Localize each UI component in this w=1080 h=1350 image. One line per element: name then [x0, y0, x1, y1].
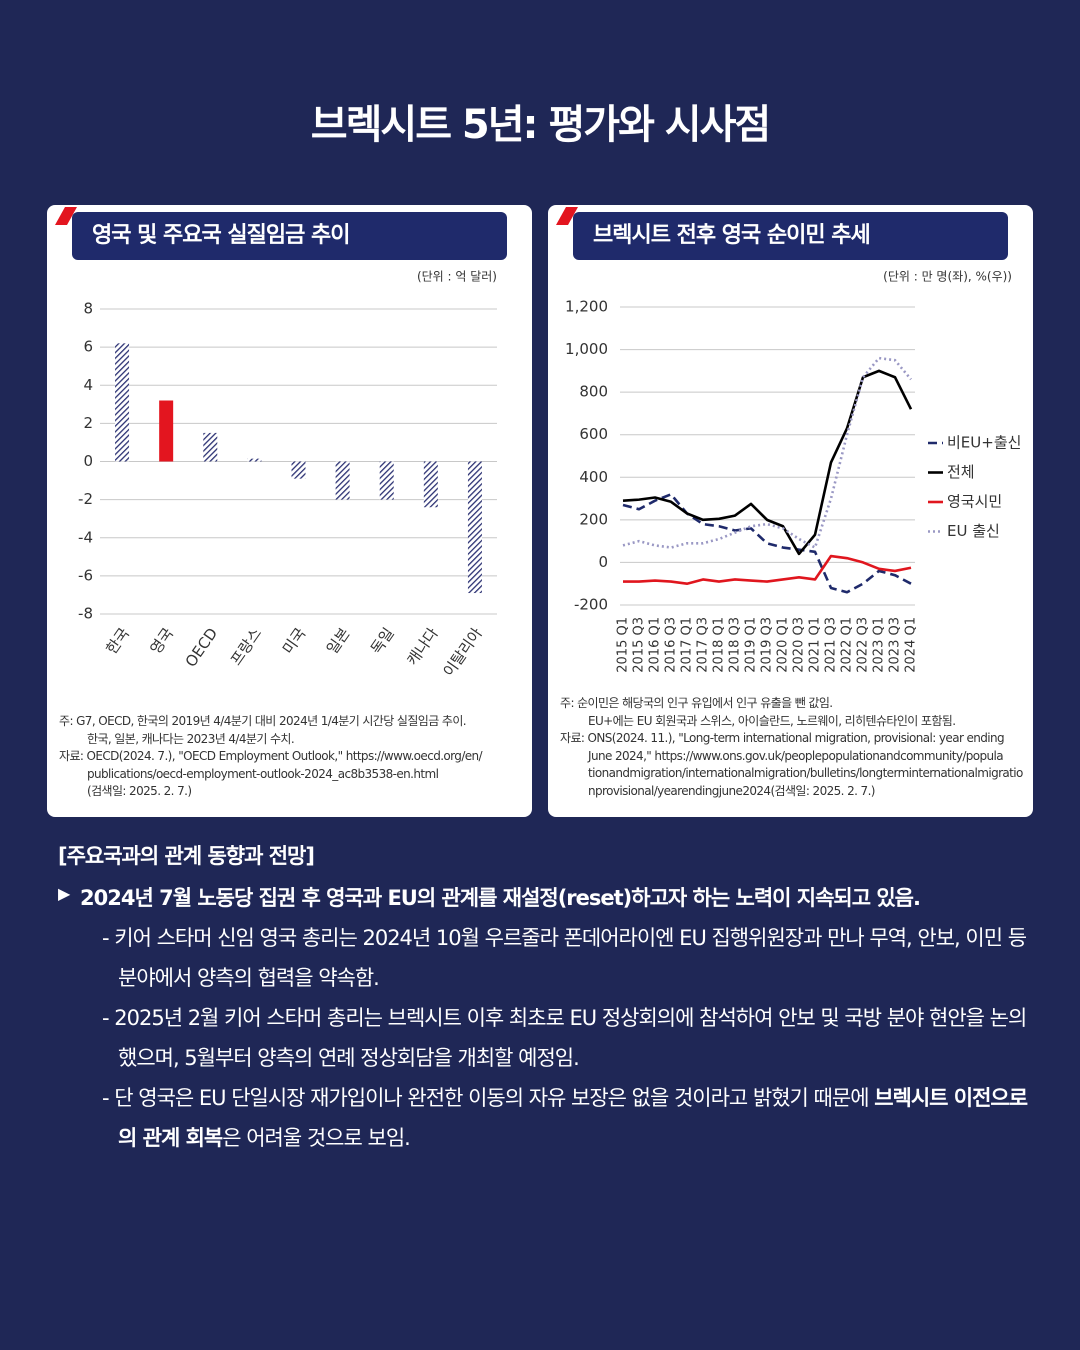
chart-header: [72, 212, 507, 260]
x-tick-label: 이탈리아: [439, 624, 486, 680]
note-line: EU+에는 EU 회원국과 스위스, 아이슬란드, 노르웨이, 리히텐슈타인이 …: [588, 713, 956, 728]
note-line: (검색일: 2025. 2. 7.): [87, 784, 192, 798]
page-title: 브렉시트 5년: 평가와 시사점: [310, 102, 771, 148]
bar: [115, 343, 130, 462]
y-tick-label: -6: [78, 566, 93, 584]
y-tick-label: -4: [78, 528, 93, 546]
bar: [379, 461, 394, 500]
bar: [467, 461, 482, 594]
chart-header: [573, 212, 1008, 260]
x-tick-label: 영국: [147, 624, 178, 657]
chart-title: 브렉시트 전후 영국 순이민 추세: [593, 223, 870, 248]
note-line: 한국, 일본, 캐나다는 2023년 4/4분기 수치.: [87, 731, 295, 746]
x-tick-label: 2015 Q3: [632, 617, 647, 673]
text-section: [주요국과의 관계 동향과 전망] 2024년 7월 노동당 집권 후 영국과 …: [58, 840, 1043, 1158]
text: - 키어 스타머 신임 영국 총리는 2024년 10월 우르줄라 폰데어라이엔…: [102, 926, 1027, 990]
unit-label: (단위 : 만 명(좌), %(우)): [883, 270, 1012, 284]
y-tick-label: 6: [83, 338, 93, 356]
legend-label: 비EU+출신: [947, 434, 1021, 452]
legend-label: EU 출신: [947, 522, 1000, 540]
bullet: 2024년 7월 노동당 집권 후 영국과 EU의 관계를 재설정(reset)…: [58, 882, 1043, 912]
y-tick-label: 600: [579, 425, 608, 443]
bar: [291, 461, 306, 479]
y-tick-label: -2: [78, 490, 93, 508]
legend-label: 영국시민: [947, 493, 1002, 511]
emphasis: 브렉시트 이전으로의 관계 회복: [118, 1086, 1028, 1150]
x-tick-label: OECD: [182, 625, 222, 671]
chart: 브렉시트 전후 영국 순이민 추세 (단위 : 만 명(좌), %(우)) -2…: [556, 207, 1021, 673]
x-tick-label: 일본: [323, 625, 354, 658]
y-tick-label: -8: [78, 605, 93, 623]
chart: 영국 및 주요국 실질임금 추이 (단위 : 억 달러) -8 -6 -4 -2 0 2 4…: [55, 207, 507, 680]
y-tick-label: 200: [579, 510, 608, 528]
note-line: 자료: ONS(2024. 11.), "Long-term internati…: [560, 731, 1005, 745]
x-tick-label: 2022 Q1: [840, 617, 855, 673]
text: - 단 영국은 EU 단일시장 재가입이나 완전한 이동의 자유 보장은 없을 …: [102, 1086, 875, 1110]
bar: [247, 458, 262, 462]
x-tick-label: 2021 Q1: [808, 617, 823, 673]
y-tick-label: 8: [83, 300, 93, 318]
x-tick-label: 2018 Q3: [728, 617, 743, 673]
chart-title: 영국 및 주요국 실질임금 추이: [92, 223, 350, 248]
chart-panel: 영국 및 주요국 실질임금 추이 (단위 : 억 달러) -8 -6 -4 -2 0 2 4…: [47, 205, 532, 817]
x-tick-label: 2018 Q1: [712, 617, 727, 673]
bar: [335, 461, 350, 500]
y-tick-label: 0: [83, 452, 93, 470]
series-line: [622, 493, 912, 594]
note-line: tionandmigration/internationalmigration/…: [588, 766, 1023, 780]
x-tick-label: 2017 Q1: [680, 617, 695, 673]
y-tick-label: 4: [83, 376, 93, 394]
x-tick-label: 2020 Q3: [792, 617, 807, 673]
y-tick-label: 0: [598, 553, 608, 571]
x-tick-label: 2017 Q3: [696, 617, 711, 673]
note-line: June 2024," https://www.ons.gov.uk/peopl…: [588, 748, 1004, 763]
y-tick-label: 2: [83, 414, 93, 432]
x-tick-label: 2020 Q1: [776, 617, 791, 673]
x-tick-label: 2021 Q3: [824, 617, 839, 673]
note-line: 주: 순이민은 해당국의 인구 유입에서 인구 유출을 뺀 값임.: [560, 696, 833, 710]
x-tick-label: 프랑스: [227, 624, 266, 668]
x-tick-label: 2016 Q1: [648, 617, 663, 673]
sub-item: - 단 영국은 EU 단일시장 재가입이나 완전한 이동의 자유 보장은 없을 …: [80, 1078, 1043, 1158]
x-tick-label: 2015 Q1: [616, 617, 631, 673]
legend-label: 전체: [947, 463, 975, 481]
y-tick-label: -200: [574, 596, 608, 614]
y-tick-label: 1,000: [565, 340, 608, 358]
sub-item: - 키어 스타머 신임 영국 총리는 2024년 10월 우르줄라 폰데어라이엔…: [80, 918, 1043, 998]
x-tick-label: 한국: [102, 624, 133, 657]
x-tick-label: 2019 Q1: [744, 617, 759, 673]
text: 은 어려울 것으로 보임.: [222, 1126, 411, 1150]
series-line: [622, 369, 913, 556]
unit-label: (단위 : 억 달러): [417, 270, 497, 284]
x-tick-label: 2022 Q3: [856, 617, 871, 673]
x-tick-label: 2016 Q3: [664, 617, 679, 673]
chart-panel: 브렉시트 전후 영국 순이민 추세 (단위 : 만 명(좌), %(우)) -2…: [548, 205, 1033, 817]
x-tick-label: 2024 Q1: [904, 617, 919, 673]
chart-notes: 주: G7, OECD, 한국의 2019년 4/4분기 대비 2024년 1/…: [59, 713, 483, 801]
x-tick-label: 2023 Q1: [872, 617, 887, 673]
bar: [203, 432, 218, 462]
y-tick-label: 800: [579, 383, 608, 401]
series-line: [623, 554, 912, 586]
bar: [423, 461, 438, 508]
x-tick-label: 2019 Q3: [760, 617, 775, 673]
text: - 2025년 2월 키어 스타머 총리는 브렉시트 이후 최초로 EU 정상회…: [102, 1006, 1027, 1070]
chart-notes: 주: 순이민은 해당국의 인구 유입에서 인구 유출을 뺀 값임. EU+에는 E…: [560, 695, 1023, 800]
x-tick-label: 미국: [279, 624, 310, 657]
note-line: 자료: OECD(2024. 7.), "OECD Employment Out…: [59, 749, 483, 763]
note-line: publications/oecd-employment-outlook-202…: [87, 766, 439, 781]
section-heading: [주요국과의 관계 동향과 전망]: [58, 844, 315, 868]
bar: [159, 400, 174, 462]
x-tick-label: 캐나다: [403, 624, 442, 668]
x-tick-label: 2023 Q3: [888, 617, 903, 673]
sub-item: - 2025년 2월 키어 스타머 총리는 브렉시트 이후 최초로 EU 정상회…: [80, 998, 1043, 1078]
y-tick-label: 1,200: [565, 298, 608, 316]
note-line: nprovisional/yearendingjune2024(검색일: 202…: [588, 783, 876, 798]
y-tick-label: 400: [579, 468, 608, 486]
x-tick-label: 독일: [367, 625, 398, 658]
note-line: 주: G7, OECD, 한국의 2019년 4/4분기 대비 2024년 1/…: [59, 714, 467, 728]
